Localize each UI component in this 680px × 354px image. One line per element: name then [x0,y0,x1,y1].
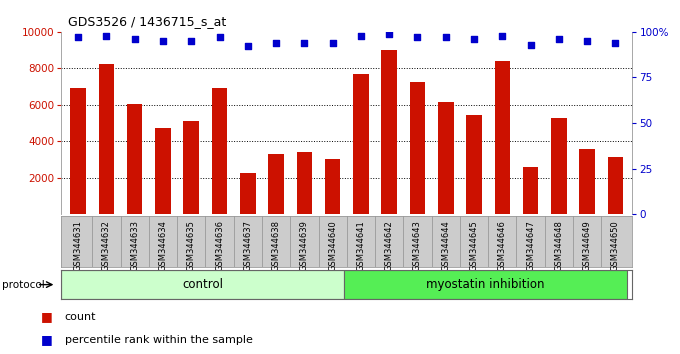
Bar [608,157,623,214]
Bar [155,127,171,214]
Point [554,36,564,42]
Bar [269,154,284,214]
Bar [410,82,425,214]
Text: GSM344632: GSM344632 [102,220,111,271]
Bar [523,167,539,214]
Point [158,38,169,44]
Text: GSM344643: GSM344643 [413,220,422,271]
Bar [438,102,454,214]
Bar [344,270,627,299]
Bar [466,115,482,214]
Text: GSM344645: GSM344645 [470,220,479,271]
Point [327,40,338,46]
Text: control: control [182,278,223,291]
Point [242,44,253,49]
Text: GSM344642: GSM344642 [385,220,394,271]
Point [441,34,452,40]
Point [610,40,621,46]
Bar [353,74,369,214]
Text: GSM344648: GSM344648 [554,220,563,271]
Bar [551,119,566,214]
Text: GSM344639: GSM344639 [300,220,309,271]
Point [299,40,310,46]
Bar [211,88,227,214]
Point [186,38,197,44]
Point [271,40,282,46]
Bar [71,88,86,214]
Bar [494,61,510,214]
Text: GSM344647: GSM344647 [526,220,535,271]
Text: ■: ■ [41,333,52,346]
Bar [381,50,397,214]
Text: GSM344649: GSM344649 [583,220,592,271]
Text: GSM344650: GSM344650 [611,220,620,271]
Bar [184,121,199,214]
Text: GSM344641: GSM344641 [356,220,365,271]
Text: count: count [65,312,96,322]
Bar [61,270,344,299]
Text: GSM344635: GSM344635 [187,220,196,271]
Text: GSM344636: GSM344636 [215,220,224,271]
Text: GSM344633: GSM344633 [131,220,139,271]
Text: GSM344646: GSM344646 [498,220,507,271]
Text: myostatin inhibition: myostatin inhibition [426,278,545,291]
Text: GSM344637: GSM344637 [243,220,252,271]
Text: GSM344638: GSM344638 [271,220,281,271]
Text: GSM344640: GSM344640 [328,220,337,271]
Text: GSM344631: GSM344631 [73,220,83,271]
Point [73,34,84,40]
Text: GSM344644: GSM344644 [441,220,450,271]
Point [101,33,112,38]
Point [525,42,536,47]
Point [581,38,592,44]
Text: GDS3526 / 1436715_s_at: GDS3526 / 1436715_s_at [68,15,226,28]
Text: protocol: protocol [2,280,45,290]
Point [214,34,225,40]
Point [469,36,479,42]
Text: ■: ■ [41,310,52,324]
Point [129,36,140,42]
Point [497,33,508,38]
Bar [99,64,114,214]
Bar [579,149,595,214]
Bar [296,152,312,214]
Bar [240,173,256,214]
Text: GSM344634: GSM344634 [158,220,167,271]
Bar [127,104,143,214]
Text: percentile rank within the sample: percentile rank within the sample [65,335,252,345]
Point [412,34,423,40]
Bar [325,159,341,214]
Point [384,31,394,36]
Point [356,33,367,38]
